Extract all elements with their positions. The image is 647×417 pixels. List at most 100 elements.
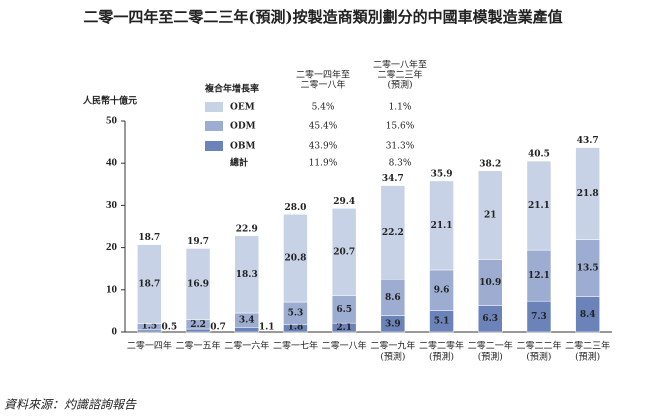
cagr-value: 45.4% (309, 122, 338, 132)
value-label: 1.5 (142, 321, 158, 331)
bar-segment (331, 208, 357, 296)
bar-segment (526, 249, 552, 302)
value-label: 21.1 (528, 201, 550, 211)
value-label: 21 (484, 211, 497, 221)
value-label: 6.5 (336, 305, 352, 315)
total-label: 38.2 (479, 159, 501, 169)
total-label: 40.5 (528, 150, 550, 160)
value-label: 3.4 (239, 316, 255, 326)
column-header: 二零二三年 (377, 69, 422, 81)
value-label: 16.9 (187, 280, 209, 290)
total-label: 35.9 (431, 169, 453, 179)
bar-segment (575, 296, 600, 333)
value-label: 5.3 (288, 309, 304, 319)
x-tick-label: 二零一九年 (370, 340, 415, 352)
cagr-value: 5.4% (312, 103, 335, 113)
cagr-value: 1.1% (389, 103, 412, 113)
value-label: 20.8 (284, 254, 306, 264)
x-tick-label: 二零一六年 (224, 340, 269, 352)
value-label: 8.6 (385, 293, 401, 303)
value-label: 7.3 (531, 312, 547, 322)
total-label: 34.7 (382, 174, 404, 184)
bar-segment (429, 180, 454, 271)
column-header: 二零一四年至 (296, 69, 350, 81)
y-axis-label: 人民幣十億元 (82, 95, 137, 107)
x-tick-label: 二零二三年 (565, 340, 610, 352)
table-header: 複合年增長率 (204, 83, 259, 95)
value-label: 2.1 (336, 323, 352, 333)
x-tick-label: (預測) (380, 351, 405, 363)
y-tick-label: 30 (106, 199, 118, 211)
x-tick-label: 二零一四年 (127, 340, 172, 352)
value-label: 12.1 (528, 271, 550, 281)
value-label: 1.8 (288, 323, 304, 333)
cagr-value: 15.6% (386, 122, 415, 132)
legend-swatch (205, 121, 223, 131)
bar-segment (478, 170, 503, 260)
legend-swatch (205, 141, 223, 151)
value-label: 0.5 (162, 323, 178, 333)
value-label: 13.5 (577, 264, 599, 274)
chart-title: 二零一四年至二零二三年(預測)按製造商類別劃分的中國車模製造業產值 (83, 8, 562, 26)
cagr-value: 8.3% (389, 159, 412, 169)
x-tick-label: (預測) (526, 351, 551, 363)
column-header: 二零一八年 (300, 79, 345, 91)
bar-segment (380, 279, 406, 316)
value-label: 8.4 (580, 310, 596, 320)
bar-segment (429, 269, 454, 311)
x-tick-label: 二零二一年 (468, 340, 513, 352)
legend-label: ODM (230, 122, 256, 132)
column-header: 二零一八年至 (373, 59, 427, 71)
bar-segment (575, 239, 600, 297)
bar-segment (234, 235, 259, 314)
value-label: 18.7 (138, 280, 160, 290)
cagr-value: 43.9% (309, 142, 338, 152)
value-label: 10.9 (479, 278, 501, 288)
legend-label: OBM (230, 142, 255, 152)
total-label: 28.0 (284, 203, 306, 213)
bar-segment (234, 327, 259, 333)
y-tick-label: 40 (106, 157, 118, 169)
x-tick-label: 二零二零年 (419, 340, 464, 352)
x-tick-label: 二零二二年 (516, 340, 561, 352)
bar-segment (575, 147, 600, 240)
y-tick-label: 50 (106, 115, 118, 127)
value-label: 2.2 (190, 320, 206, 330)
bar-segment (185, 248, 211, 321)
cagr-value: 11.9% (309, 159, 338, 169)
row-label: 總計 (230, 157, 248, 169)
bar-segment (283, 214, 308, 303)
bar-segment (526, 300, 552, 333)
x-tick-label: (預測) (478, 351, 503, 363)
value-label: 20.7 (333, 248, 355, 258)
column-header: (預測) (387, 79, 412, 91)
value-label: 0.7 (210, 323, 226, 333)
y-tick-label: 0 (112, 326, 118, 338)
x-tick-label: 二零一八年 (322, 340, 367, 352)
bar-segment (137, 244, 162, 324)
value-label: 3.9 (385, 319, 401, 329)
bar-segment (526, 160, 552, 251)
x-tick-label: (預測) (575, 351, 600, 363)
legend-swatch (205, 102, 223, 112)
value-label: 6.3 (482, 314, 498, 324)
bar-segment (380, 185, 406, 280)
value-label: 21.1 (431, 221, 453, 231)
legend-label: OEM (230, 103, 255, 113)
total-label: 43.7 (577, 136, 599, 146)
value-label: 21.8 (577, 189, 599, 199)
cagr-value: 31.3% (386, 142, 415, 152)
y-tick-label: 10 (106, 283, 118, 295)
x-tick-label: 二零一五年 (176, 340, 221, 352)
value-label: 18.3 (236, 270, 258, 280)
x-tick-label: (預測) (429, 351, 454, 363)
value-label: 1.1 (259, 323, 275, 333)
y-tick-label: 20 (106, 241, 118, 253)
bar-segment (478, 259, 503, 306)
value-label: 9.6 (434, 286, 450, 296)
value-label: 5.1 (434, 317, 450, 327)
total-label: 22.9 (236, 224, 258, 234)
total-label: 18.7 (138, 233, 160, 243)
x-tick-label: 二零一七年 (273, 340, 318, 352)
